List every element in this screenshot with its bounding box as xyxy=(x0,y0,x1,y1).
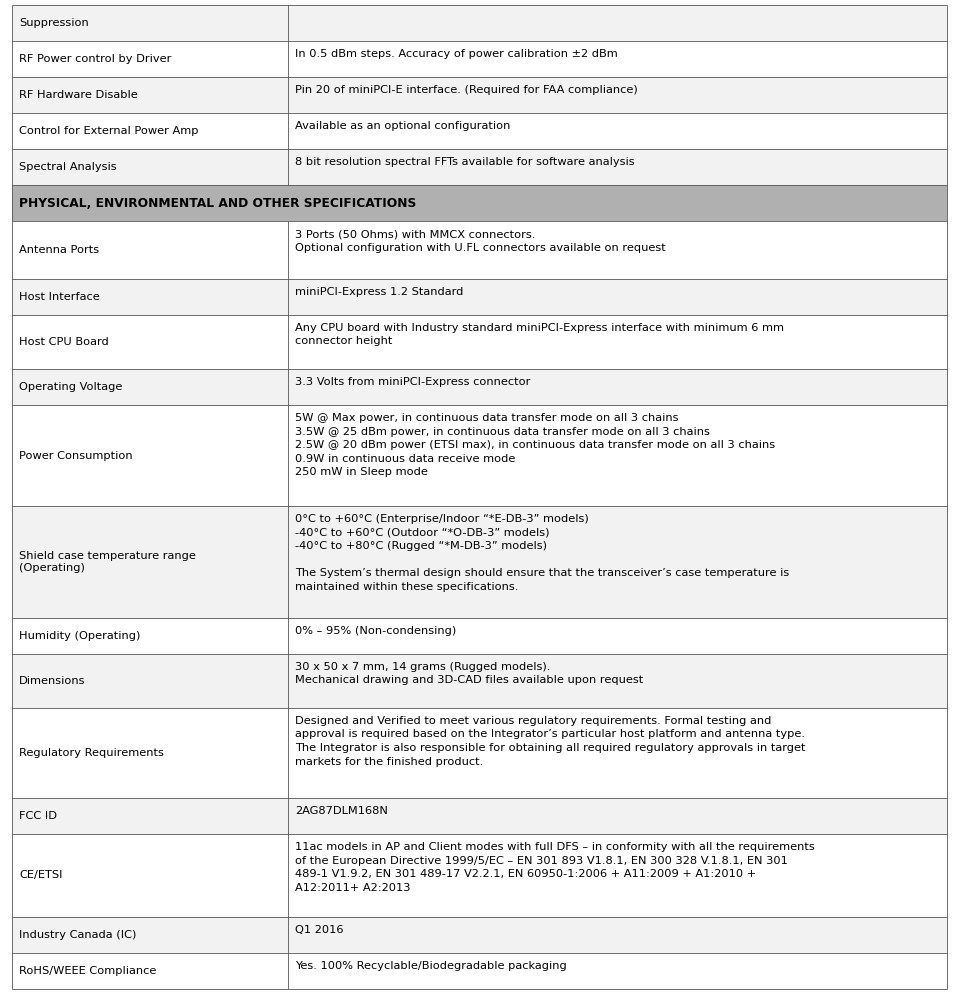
Bar xyxy=(12,369,947,406)
Bar xyxy=(12,916,947,953)
Bar xyxy=(12,113,947,149)
Text: 2AG87DLM168N: 2AG87DLM168N xyxy=(295,806,388,816)
Bar xyxy=(12,5,947,41)
Text: 11ac models in AP and Client modes with full DFS – in conformity with all the re: 11ac models in AP and Client modes with … xyxy=(295,842,815,893)
Text: Host Interface: Host Interface xyxy=(19,292,100,302)
Bar xyxy=(12,834,947,916)
Text: miniPCI-Express 1.2 Standard: miniPCI-Express 1.2 Standard xyxy=(295,287,463,297)
Text: Spectral Analysis: Spectral Analysis xyxy=(19,162,117,172)
Text: RF Power control by Driver: RF Power control by Driver xyxy=(19,54,172,64)
Bar xyxy=(12,78,947,113)
Bar xyxy=(12,708,947,798)
Text: Q1 2016: Q1 2016 xyxy=(295,924,343,934)
Text: 0% – 95% (Non-condensing): 0% – 95% (Non-condensing) xyxy=(295,625,456,635)
Text: Antenna Ports: Antenna Ports xyxy=(19,246,99,255)
Text: 30 x 50 x 7 mm, 14 grams (Rugged models).
Mechanical drawing and 3D-CAD files av: 30 x 50 x 7 mm, 14 grams (Rugged models)… xyxy=(295,662,643,685)
Bar xyxy=(12,279,947,315)
Text: PHYSICAL, ENVIRONMENTAL AND OTHER SPECIFICATIONS: PHYSICAL, ENVIRONMENTAL AND OTHER SPECIF… xyxy=(19,197,416,210)
Bar xyxy=(12,315,947,369)
Text: Operating Voltage: Operating Voltage xyxy=(19,382,123,392)
Text: RF Hardware Disable: RF Hardware Disable xyxy=(19,90,138,100)
Bar xyxy=(12,41,947,78)
Text: 0°C to +60°C (Enterprise/Indoor “*E-DB-3” models)
-40°C to +60°C (Outdoor “*O-DB: 0°C to +60°C (Enterprise/Indoor “*E-DB-3… xyxy=(295,514,789,591)
Text: 3 Ports (50 Ohms) with MMCX connectors.
Optional configuration with U.FL connect: 3 Ports (50 Ohms) with MMCX connectors. … xyxy=(295,230,666,252)
Text: Any CPU board with Industry standard miniPCI-Express interface with minimum 6 mm: Any CPU board with Industry standard min… xyxy=(295,323,784,347)
Text: Regulatory Requirements: Regulatory Requirements xyxy=(19,747,164,758)
Bar xyxy=(12,506,947,617)
Text: Humidity (Operating): Humidity (Operating) xyxy=(19,631,140,641)
Text: Yes. 100% Recyclable/Biodegradable packaging: Yes. 100% Recyclable/Biodegradable packa… xyxy=(295,961,567,971)
Text: 5W @ Max power, in continuous data transfer mode on all 3 chains
3.5W @ 25 dBm p: 5W @ Max power, in continuous data trans… xyxy=(295,413,775,477)
Bar xyxy=(12,798,947,834)
Text: Industry Canada (IC): Industry Canada (IC) xyxy=(19,930,136,940)
Text: Pin 20 of miniPCI-E interface. (Required for FAA compliance): Pin 20 of miniPCI-E interface. (Required… xyxy=(295,84,638,95)
Text: Dimensions: Dimensions xyxy=(19,676,85,686)
Text: 8 bit resolution spectral FFTs available for software analysis: 8 bit resolution spectral FFTs available… xyxy=(295,157,635,167)
Text: FCC ID: FCC ID xyxy=(19,811,57,821)
Bar xyxy=(12,654,947,708)
Text: Suppression: Suppression xyxy=(19,18,89,28)
Text: CE/ETSI: CE/ETSI xyxy=(19,871,62,881)
Text: Shield case temperature range
(Operating): Shield case temperature range (Operating… xyxy=(19,551,196,573)
Bar xyxy=(12,406,947,506)
Text: RoHS/WEEE Compliance: RoHS/WEEE Compliance xyxy=(19,966,156,976)
Text: Power Consumption: Power Consumption xyxy=(19,450,132,460)
Text: 3.3 Volts from miniPCI-Express connector: 3.3 Volts from miniPCI-Express connector xyxy=(295,377,530,387)
Text: Designed and Verified to meet various regulatory requirements. Formal testing an: Designed and Verified to meet various re… xyxy=(295,716,806,766)
Text: Available as an optional configuration: Available as an optional configuration xyxy=(295,121,510,131)
Bar xyxy=(12,149,947,185)
Text: Control for External Power Amp: Control for External Power Amp xyxy=(19,126,199,136)
Text: Host CPU Board: Host CPU Board xyxy=(19,337,108,347)
Bar xyxy=(12,617,947,654)
Bar xyxy=(12,185,947,222)
Text: In 0.5 dBm steps. Accuracy of power calibration ±2 dBm: In 0.5 dBm steps. Accuracy of power cali… xyxy=(295,49,618,59)
Bar xyxy=(12,222,947,279)
Bar xyxy=(12,953,947,989)
